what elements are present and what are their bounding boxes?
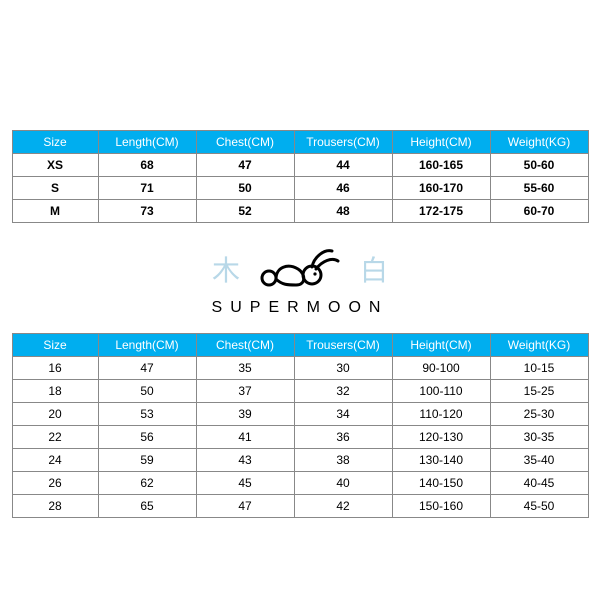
brand-block: 木 白 SUPERMOON (12, 247, 588, 317)
col-height: Height(CM) (392, 334, 490, 357)
col-size: Size (12, 131, 98, 154)
page: Size Length(CM) Chest(CM) Trousers(CM) H… (0, 0, 600, 600)
col-weight: Weight(KG) (490, 131, 588, 154)
col-trousers: Trousers(CM) (294, 131, 392, 154)
table-header-row: Size Length(CM) Chest(CM) Trousers(CM) H… (12, 131, 588, 154)
col-weight: Weight(KG) (490, 334, 588, 357)
col-length: Length(CM) (98, 131, 196, 154)
size-table-kids: Size Length(CM) Chest(CM) Trousers(CM) H… (12, 333, 589, 518)
table-row: 20533934110-12025-30 (12, 403, 588, 426)
col-chest: Chest(CM) (196, 131, 294, 154)
size-table-adult: Size Length(CM) Chest(CM) Trousers(CM) H… (12, 130, 589, 223)
col-height: Height(CM) (392, 131, 490, 154)
brand-logo-row: 木 白 (12, 247, 588, 291)
rabbit-icon (258, 247, 342, 291)
table-row: 26624540140-15040-45 (12, 472, 588, 495)
brand-right-char: 白 (360, 249, 388, 289)
table-row: 24594338130-14035-40 (12, 449, 588, 472)
col-size: Size (12, 334, 98, 357)
col-chest: Chest(CM) (196, 334, 294, 357)
table-row: 22564136120-13030-35 (12, 426, 588, 449)
brand-left-char: 木 (212, 249, 240, 289)
table-row: XS 68 47 44 160-165 50-60 (12, 154, 588, 177)
table-header-row: Size Length(CM) Chest(CM) Trousers(CM) H… (12, 334, 588, 357)
brand-wordmark: SUPERMOON (12, 299, 588, 317)
table-row: 18503732100-11015-25 (12, 380, 588, 403)
col-trousers: Trousers(CM) (294, 334, 392, 357)
top-whitespace (0, 0, 600, 130)
table-row: 28654742150-16045-50 (12, 495, 588, 518)
table-row: 1647353090-10010-15 (12, 357, 588, 380)
table-row: S 71 50 46 160-170 55-60 (12, 177, 588, 200)
table-row: M 73 52 48 172-175 60-70 (12, 200, 588, 223)
col-length: Length(CM) (98, 334, 196, 357)
